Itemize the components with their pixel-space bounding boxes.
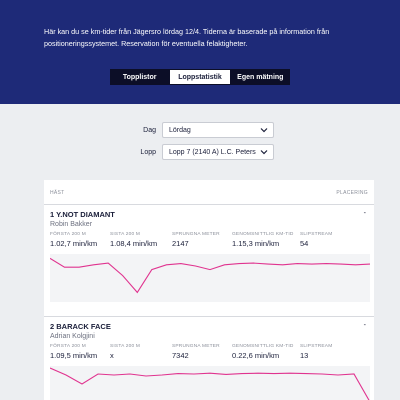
driver-name: Robin Bakker (50, 221, 93, 228)
stat-slipstream: SLIPSTREAM 54 (300, 232, 333, 248)
chart-background (50, 366, 370, 400)
column-placering: PLACERING (336, 190, 368, 196)
series-line (50, 257, 370, 294)
divider (44, 204, 374, 205)
horse-entry-2[interactable]: 2 BARACK FACE - Adrian Kolgjini FÖRSTA 2… (50, 322, 370, 400)
stat-first-200: FÖRSTA 200 M 1.09,5 min/km (50, 344, 98, 360)
stat-first-200: FÖRSTA 200 M 1.02,7 min/km (50, 232, 98, 248)
dag-filter-row: Dag Lördag (130, 122, 274, 138)
chart-background (50, 254, 370, 302)
dag-label: Dag (143, 126, 156, 134)
stat-avg-km: GENOMSNITTLIG KM-TID 0.22,6 min/km (232, 344, 294, 360)
card-header: HÄST PLACERING (50, 190, 368, 198)
stat-meters: SPRUNGNA METER 7342 (172, 344, 220, 360)
lopp-filter-row: Lopp Lopp 7 (2140 A) L.C. Peters (130, 144, 274, 160)
horse-entry-1[interactable]: 1 Y.NOT DIAMANT - Robin Bakker FÖRSTA 20… (50, 210, 370, 302)
driver-name: Adrian Kolgjini (50, 333, 95, 340)
stat-meters: SPRUNGNA METER 2147 (172, 232, 220, 248)
chevron-down-icon (260, 150, 268, 155)
stat-slipstream: SLIPSTREAM 13 (300, 344, 333, 360)
tab-loppstatistik[interactable]: Loppstatistik (170, 70, 230, 84)
tab-topplistor[interactable]: Topplistor (122, 73, 157, 81)
page-header: Här kan du se km-tider från Jägersro lör… (0, 0, 400, 104)
speed-chart (50, 366, 370, 400)
divider (44, 316, 374, 317)
horse-name: 1 Y.NOT DIAMANT (50, 210, 115, 219)
placement-value: - (363, 322, 366, 329)
tab-egen-matning[interactable]: Egen mätning (237, 73, 284, 81)
tab-bar: Topplistor Loppstatistik Egen mätning (110, 69, 290, 85)
dag-select-value: Lördag (169, 126, 191, 134)
results-card: HÄST PLACERING 1 Y.NOT DIAMANT - Robin B… (44, 180, 374, 400)
lopp-label: Lopp (140, 148, 156, 156)
speed-chart (50, 254, 370, 302)
stat-last-200: SISTA 200 M 1.08,4 min/km (110, 232, 158, 248)
intro-text: Här kan du se km-tider från Jägersro lör… (44, 27, 330, 48)
lopp-select[interactable]: Lopp 7 (2140 A) L.C. Peters (162, 144, 274, 160)
horse-name: 2 BARACK FACE (50, 322, 111, 331)
series-line (50, 367, 370, 400)
column-hast: HÄST (50, 190, 65, 196)
dag-select[interactable]: Lördag (162, 122, 274, 138)
lopp-select-value: Lopp 7 (2140 A) L.C. Peters (169, 148, 256, 156)
stat-avg-km: GENOMSNITTLIG KM-TID 1.15,3 min/km (232, 232, 294, 248)
stats-row: FÖRSTA 200 M 1.02,7 min/km SISTA 200 M 1.0… (50, 232, 370, 254)
chevron-down-icon (260, 128, 268, 133)
placement-value: - (363, 210, 366, 217)
